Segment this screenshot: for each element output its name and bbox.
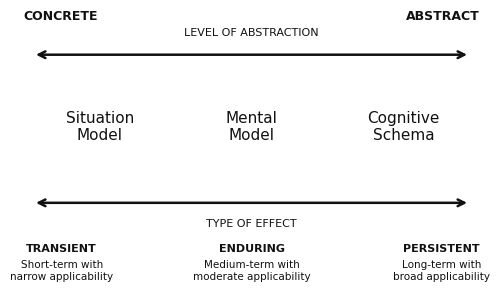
Text: Cognitive
Schema: Cognitive Schema	[367, 111, 440, 144]
Text: Long-term with
broad applicability: Long-term with broad applicability	[393, 260, 490, 282]
Text: Medium-term with
moderate applicability: Medium-term with moderate applicability	[192, 260, 310, 282]
Text: TYPE OF EFFECT: TYPE OF EFFECT	[206, 219, 297, 229]
Text: Mental
Model: Mental Model	[226, 111, 278, 144]
Text: Situation
Model: Situation Model	[66, 111, 134, 144]
Text: PERSISTENT: PERSISTENT	[403, 244, 479, 254]
Text: ENDURING: ENDURING	[218, 244, 284, 254]
Text: Short-term with
narrow applicability: Short-term with narrow applicability	[10, 260, 113, 282]
Text: TRANSIENT: TRANSIENT	[26, 244, 97, 254]
Text: LEVEL OF ABSTRACTION: LEVEL OF ABSTRACTION	[184, 28, 319, 38]
Text: CONCRETE: CONCRETE	[24, 10, 98, 23]
Text: ABSTRACT: ABSTRACT	[406, 10, 479, 23]
